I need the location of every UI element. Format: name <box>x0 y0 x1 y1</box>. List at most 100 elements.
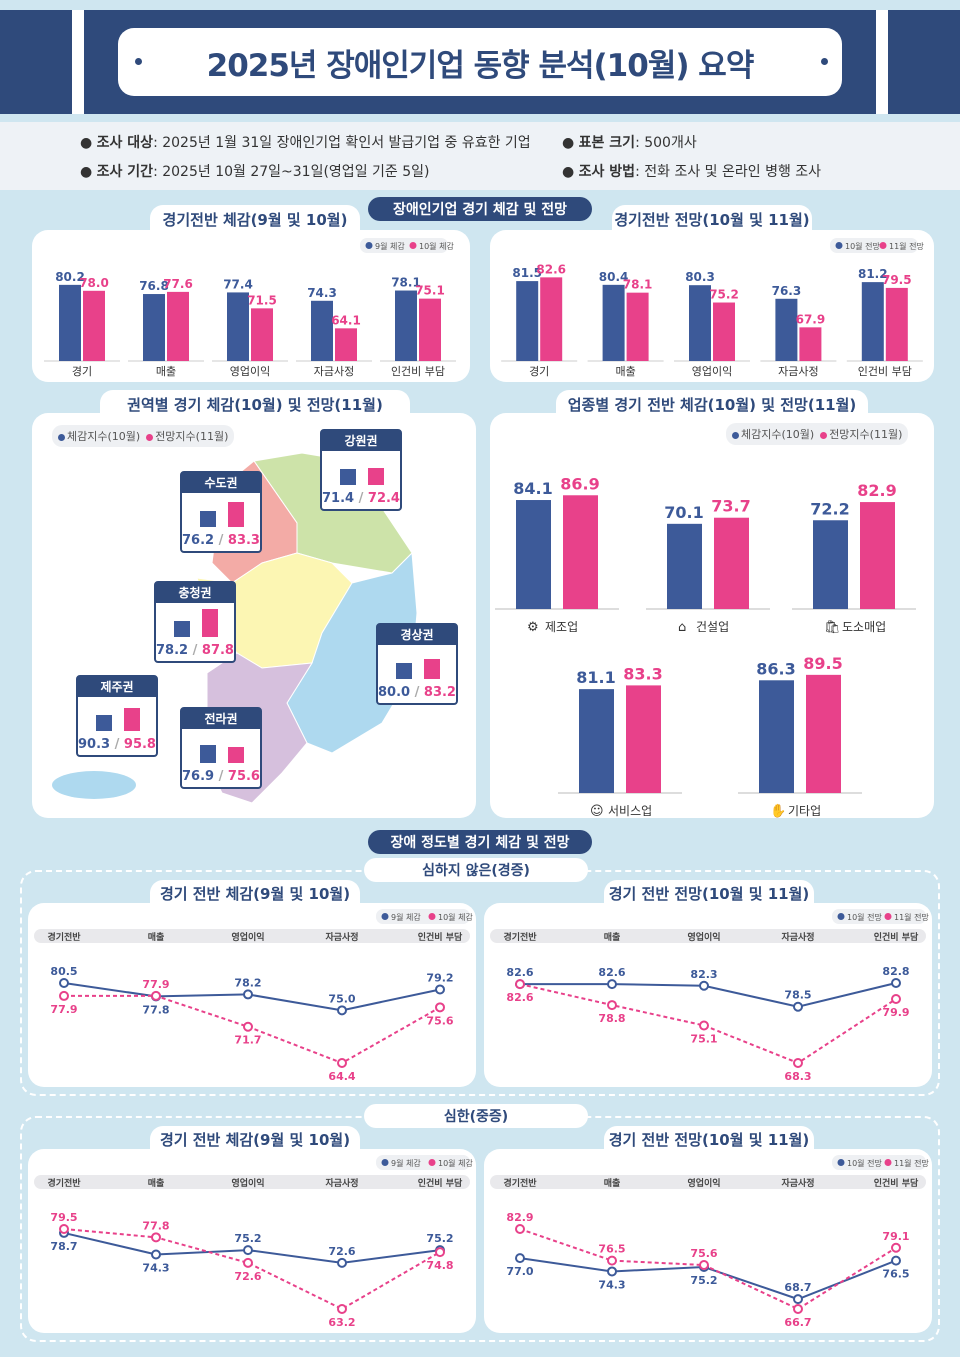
bar-9월 체감 <box>311 300 333 361</box>
bar-10월 전망 <box>775 298 798 361</box>
bar-체감지수(10월) <box>396 663 412 679</box>
category-label: 경기전반 <box>503 1177 537 1189</box>
region-box-2: 충청권 78.2 / 87.8 <box>154 581 236 663</box>
point-11월 전망 <box>515 1224 525 1234</box>
info-target: ● 조사 대상: 2025년 1월 31일 장애인기업 확인서 발급기업 중 유… <box>80 135 531 151</box>
legend-label: 10월 전망 <box>847 912 882 922</box>
point-9월 체감 <box>151 1249 161 1260</box>
data-label: 76.8 <box>139 279 169 293</box>
point-11월 전망 <box>793 1304 803 1314</box>
chart-panel-regional: 체감지수(10월) 전망지수(11월) 수도권 76.2 / 83.3 강원권 71… <box>32 413 476 818</box>
data-label: 72.6 <box>328 1245 355 1258</box>
category-label: 매출 <box>604 1177 621 1189</box>
bar-전망지수(11월) <box>228 501 244 527</box>
bar-10월 체감 <box>83 290 105 361</box>
category-label: 기타업 <box>788 804 821 818</box>
chart-panel-overall-outlook: 10월 전망 11월 전망 81.5 82.6 경기 80.4 78.1 매출 80.3 75.2… <box>490 230 934 382</box>
data-label: 80.3 <box>685 270 715 284</box>
legend-label: 11월 전망 <box>894 912 929 922</box>
data-label: 82.9 <box>506 1211 533 1224</box>
bar-전망지수(11월) <box>806 674 841 793</box>
data-label: 74.8 <box>426 1259 453 1272</box>
chart-title: 경기 전반 전망(10월 및 11월) <box>604 880 814 906</box>
data-label: 64.1 <box>331 313 361 327</box>
region-name: 전라권 <box>182 709 260 729</box>
data-label: 78.7 <box>50 1240 77 1253</box>
region-box-3: 경상권 80.0 / 83.2 <box>376 623 458 705</box>
bar-전망지수(11월) <box>424 658 440 679</box>
region-values: 90.3 / 95.8 <box>78 737 156 752</box>
point-10월 체감 <box>243 1021 253 1032</box>
legend-marker <box>365 242 373 249</box>
data-label: 81.1 <box>576 668 615 687</box>
point-10월 전망 <box>891 1255 901 1266</box>
data-label: 75.6 <box>690 1247 717 1260</box>
region-name: 경상권 <box>378 625 456 645</box>
bar-11월 전망 <box>713 302 735 361</box>
legend: 체감지수(10월) 전망지수(11월) <box>726 423 909 445</box>
data-label: 66.7 <box>784 1316 811 1329</box>
legend <box>376 909 470 924</box>
data-label: 82.6 <box>506 966 533 979</box>
chart-title: 경기 전반 전망(10월 및 11월) <box>604 1126 814 1152</box>
legend <box>360 238 448 253</box>
map-jeju <box>52 771 136 799</box>
legend <box>832 1155 926 1170</box>
region-name: 수도권 <box>182 473 260 493</box>
legend-marker <box>879 242 887 249</box>
data-label: 80.4 <box>599 270 629 284</box>
point-10월 전망 <box>515 1253 525 1264</box>
data-label: 82.3 <box>690 968 717 981</box>
bar-전망지수(11월) <box>860 502 895 609</box>
shop-icon: 🛍 <box>824 619 841 635</box>
legend-label: 9월 체감 <box>391 1158 421 1168</box>
category-label: 자금사정 <box>325 931 358 943</box>
bar-10월 체감 <box>251 308 273 361</box>
category-label: 영업이익 <box>231 931 264 943</box>
category-header <box>34 929 470 943</box>
legend-label: 10월 체감 <box>419 241 454 251</box>
chart-title: 경기 전반 체감(9월 및 10월) <box>150 1126 360 1152</box>
section-title-1: 장애인기업 경기 체감 및 전망 <box>368 197 592 221</box>
data-label: 72.6 <box>234 1270 261 1283</box>
line-10월 체감 <box>63 1228 441 1311</box>
category-label: 인건비 부담 <box>418 1177 463 1189</box>
data-label: 74.3 <box>142 1262 169 1275</box>
bar-9월 체감 <box>227 292 249 361</box>
category-label: 영업이익 <box>231 1177 264 1189</box>
category-label: 매출 <box>615 365 635 378</box>
gear-icon: ⚙ <box>527 620 539 635</box>
data-label: 80.5 <box>50 965 77 978</box>
point-11월 전망 <box>891 1242 901 1253</box>
data-label: 76.5 <box>598 1243 625 1256</box>
point-9월 체감 <box>435 984 445 995</box>
category-label: 경기전반 <box>47 931 81 943</box>
data-label: 79.2 <box>426 971 453 984</box>
bar-체감지수(10월) <box>200 745 216 763</box>
data-label: 67.9 <box>796 312 826 326</box>
bar-10월 체감 <box>335 328 357 361</box>
category-label: 인건비 부담 <box>874 1177 919 1189</box>
legend-label: 10월 전망 <box>847 1158 882 1168</box>
chart-panel-industry: 체감지수(10월) 전망지수(11월) 84.1 86.9 ⚙ 제조업 70.1 73.7 ⌂… <box>490 413 934 818</box>
bar-10월 전망 <box>689 285 711 361</box>
data-label: 82.6 <box>536 262 566 276</box>
data-label: 64.4 <box>328 1070 355 1083</box>
bullet-dot <box>135 58 142 65</box>
region-values: 76.2 / 83.3 <box>182 533 260 548</box>
data-label: 86.9 <box>560 474 599 493</box>
header-divider <box>876 10 888 114</box>
legend-marker <box>428 1159 436 1166</box>
legend-label: 10월 체감 <box>438 912 473 922</box>
point-10월 체감 <box>59 1224 69 1234</box>
category-label: 경기전반 <box>47 1177 81 1189</box>
chart-title: 경기전반 체감(9월 및 10월) <box>150 205 360 233</box>
data-label: 78.8 <box>598 1012 625 1025</box>
point-10월 체감 <box>435 1247 445 1258</box>
point-10월 체감 <box>151 1232 161 1243</box>
region-name: 충청권 <box>156 583 234 603</box>
bar-10월 전망 <box>861 282 884 361</box>
data-label: 74.3 <box>307 286 337 300</box>
data-label: 86.3 <box>756 659 795 678</box>
category-label: 제조업 <box>545 620 578 634</box>
